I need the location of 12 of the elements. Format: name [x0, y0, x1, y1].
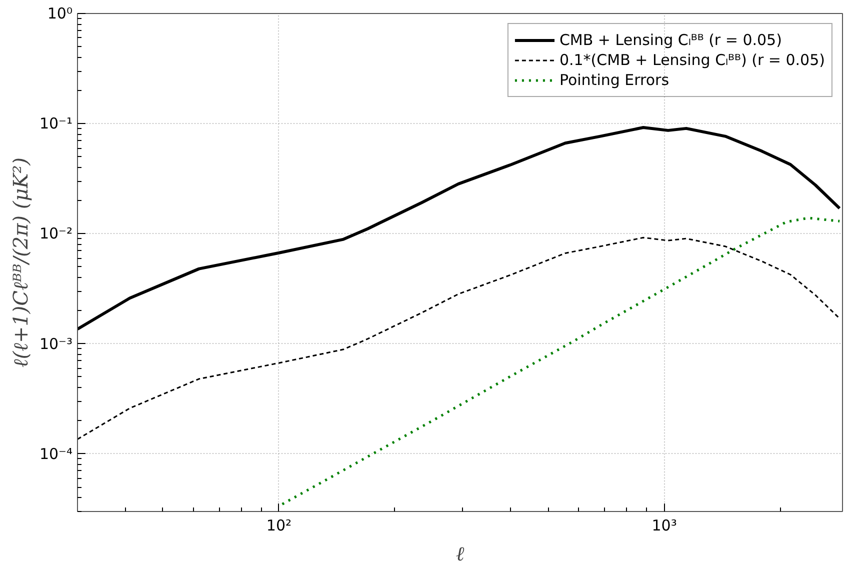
legend-label: CMB + Lensing Cₗᴮᴮ (r = 0.05): [559, 31, 782, 49]
y-tick-label: 10⁻¹: [39, 114, 73, 133]
y-tick-label: 10⁻⁴: [39, 444, 73, 463]
y-tick-label: 10⁻²: [39, 224, 73, 243]
y-tick-label: 10⁻³: [39, 334, 73, 353]
y-axis-title: ℓ(ℓ+1)Cℓᴮᴮ/(2π) (μK²): [8, 157, 32, 368]
x-tick-label: 10³: [652, 516, 677, 534]
legend-label: Pointing Errors: [559, 71, 670, 89]
x-axis-title: ℓ: [456, 542, 465, 566]
y-tick-label: 10⁰: [47, 4, 73, 22]
x-tick-label: 10²: [266, 516, 292, 534]
legend-label: 0.1*(CMB + Lensing Cₗᴮᴮ) (r = 0.05): [559, 51, 825, 69]
